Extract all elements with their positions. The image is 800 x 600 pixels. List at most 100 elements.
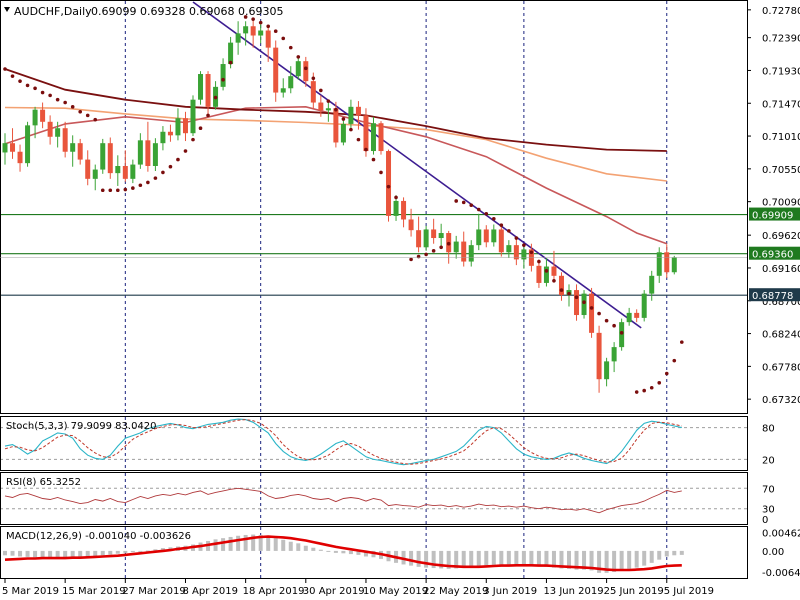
macd-bar — [619, 550, 624, 571]
ohlc-values: 0.69099 0.69328 0.69068 0.69305 — [91, 5, 283, 18]
price-tick-label: 0.71470 — [762, 99, 800, 110]
candle-body — [288, 76, 294, 89]
candle-body — [634, 312, 640, 318]
price-tick-label: 0.67780 — [762, 362, 800, 373]
macd-bar — [258, 534, 263, 551]
chart-header: AUDCHF,Daily 0.69099 0.69328 0.69068 0.6… — [4, 5, 283, 18]
stochastic-main-line — [4, 418, 682, 466]
macd-axis: 0.004626 0.00 -0.006403 — [762, 528, 800, 579]
candle-body — [506, 245, 512, 253]
macd-label: MACD(12,26,9) -0.001040 -0.003626 — [6, 531, 191, 542]
macd-bar — [506, 550, 511, 565]
sar-dot — [243, 15, 248, 19]
macd-bar — [311, 547, 316, 551]
candle-body — [100, 143, 106, 170]
candle-body — [325, 108, 331, 111]
candle-body — [423, 229, 429, 248]
candle-body — [265, 30, 271, 48]
sar-dot — [454, 199, 459, 203]
macd-bar — [529, 550, 534, 566]
candle-body — [355, 106, 361, 116]
candle-body — [649, 275, 655, 294]
price-tick-label: 0.70550 — [762, 165, 800, 176]
sar-dot — [469, 203, 474, 208]
sar-dot — [529, 250, 534, 255]
sar-dot — [356, 137, 361, 142]
sar-dot — [40, 90, 45, 95]
trendline — [192, 1, 642, 329]
level-tag-box — [749, 288, 800, 302]
stochastic-lines — [0, 418, 747, 466]
macd-bar — [33, 550, 38, 558]
price-tick-label: 0.70090 — [762, 198, 800, 209]
macd-bar — [3, 550, 7, 556]
sar-dot — [138, 183, 143, 188]
macd-bar — [431, 550, 436, 569]
macd-bar — [160, 548, 165, 551]
macd-bar — [672, 550, 677, 556]
collapse-triangle-icon[interactable] — [4, 7, 10, 12]
macd-bar — [348, 550, 353, 555]
sar-dot — [228, 60, 233, 65]
stochastic-pane-border — [0, 416, 748, 471]
macd-bar — [454, 550, 459, 569]
candle-body — [536, 265, 542, 283]
candle-body — [40, 109, 46, 122]
macd-bar — [213, 539, 218, 551]
candle-body — [137, 140, 143, 165]
macd-bar — [18, 550, 23, 557]
sar-dot — [552, 279, 556, 283]
candle-body — [318, 102, 324, 111]
sar-dot — [168, 164, 173, 169]
sar-dot — [33, 86, 37, 91]
candle-body — [363, 115, 369, 152]
sar-dot — [304, 66, 308, 71]
candle-body — [160, 131, 166, 144]
macd-bar — [664, 550, 669, 557]
macd-bar — [544, 550, 549, 567]
macd-tick-label: 0.004626 — [762, 528, 800, 539]
macd-bar — [100, 550, 105, 556]
sar-dot — [123, 187, 128, 192]
sar-dot — [273, 29, 278, 34]
macd-bar — [469, 550, 474, 568]
sar-dot — [537, 259, 541, 264]
candle-body — [491, 229, 497, 243]
candle-body — [596, 332, 602, 380]
macd-bar — [123, 550, 128, 553]
candle-body — [521, 249, 527, 260]
candle-body — [333, 108, 339, 143]
macd-bar — [484, 550, 489, 566]
stochastic-tick-label: 80 — [762, 424, 775, 435]
level-price-tags: 0.69909 0.69360 0.68778 — [0, 207, 800, 302]
level-tag-label: 0.69909 — [752, 211, 793, 222]
candle-body — [205, 74, 211, 107]
macd-tick-label: 0.00 — [762, 547, 784, 558]
macd-bar — [657, 550, 662, 560]
macd-bar — [551, 550, 556, 568]
sar-dot — [63, 100, 67, 105]
macd-bar — [93, 550, 98, 557]
sar-dot — [258, 20, 263, 25]
rsi-pane: RSI(8) 65.3252 70 300 — [0, 472, 775, 526]
macd-bar — [604, 550, 609, 573]
candle-body — [611, 347, 617, 362]
macd-pane: MACD(12,26,9) -0.001040 -0.003626 0.0046… — [0, 526, 800, 579]
sar-dot — [176, 157, 180, 162]
time-tick-label: 10 May 2019 — [363, 586, 428, 597]
sar-dot — [266, 24, 271, 29]
macd-bar — [649, 550, 654, 563]
sar-dot — [161, 170, 165, 175]
sar-dot — [492, 216, 496, 221]
candle-body — [348, 106, 354, 124]
sar-dot — [642, 388, 646, 393]
sar-dot — [206, 113, 210, 118]
macd-bar — [10, 550, 15, 556]
candle-body — [273, 47, 279, 93]
candle-body — [235, 33, 241, 43]
macd-bar — [25, 550, 30, 557]
time-tick-label: 5 Jul 2019 — [664, 586, 714, 597]
candle-body — [92, 169, 98, 179]
sar-dot — [386, 184, 391, 189]
candle-body — [10, 143, 16, 152]
